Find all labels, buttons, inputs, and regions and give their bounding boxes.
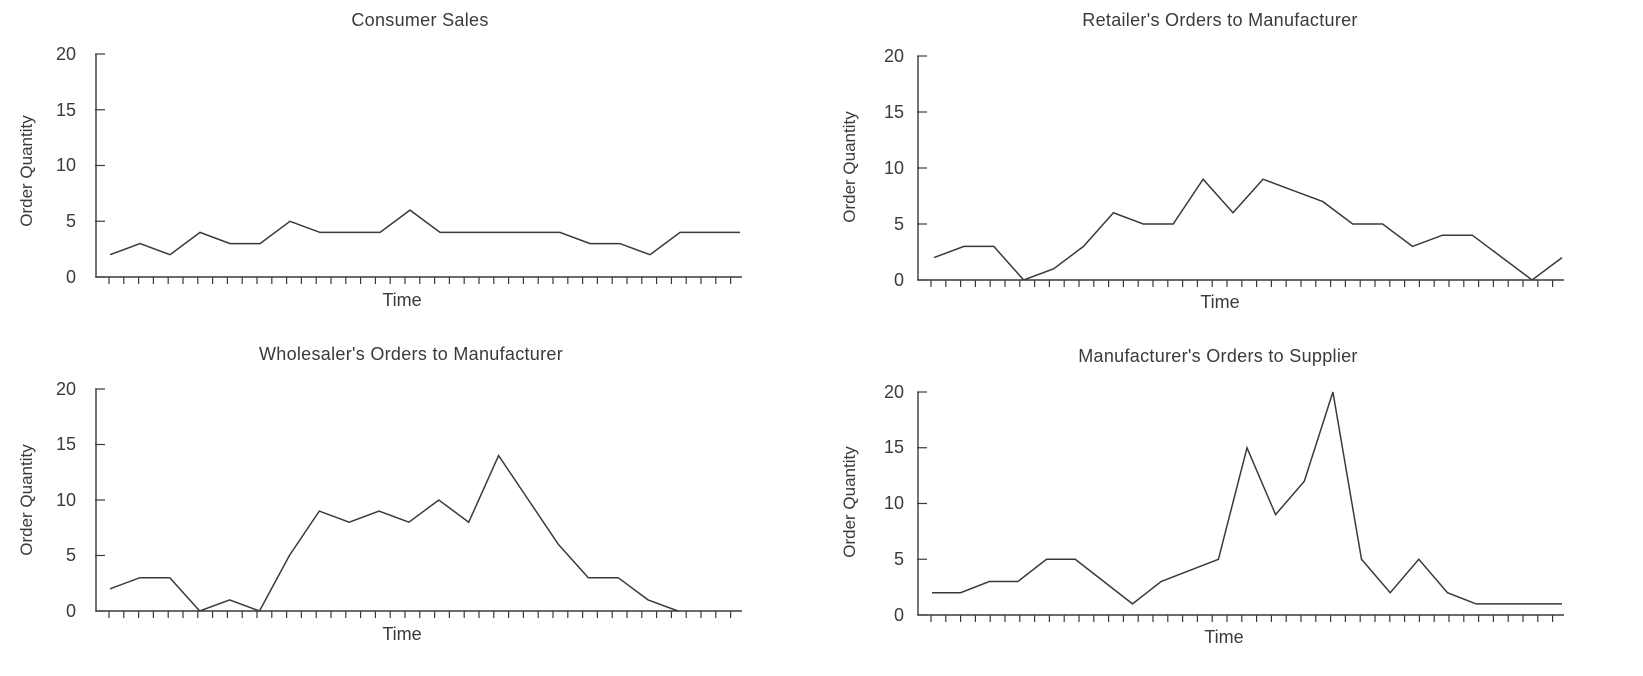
y-axis-label: Order Quantity: [840, 111, 859, 223]
y-tick-label: 5: [894, 214, 904, 234]
y-tick-labels: 0 5 10 15 20: [884, 382, 904, 625]
y-axis-label: Order Quantity: [17, 444, 36, 556]
y-tick-labels: 0 5 10 15 20: [56, 379, 76, 621]
chart-title: Manufacturer's Orders to Supplier: [1078, 346, 1357, 366]
chart-panel-consumer-sales: Consumer Sales Order Quantity Time 0 5 1…: [17, 10, 742, 310]
y-tick-label: 5: [894, 549, 904, 569]
y-tick-label: 0: [894, 605, 904, 625]
series-line: [109, 454, 679, 612]
y-tick-label: 5: [66, 211, 76, 231]
y-tick-label: 20: [884, 46, 904, 66]
plot-area: [917, 391, 1564, 622]
chart-panel-wholesaler-orders: Wholesaler's Orders to Manufacturer Orde…: [17, 344, 742, 644]
series-line: [109, 209, 740, 256]
series-line: [932, 391, 1562, 605]
chart-panel-manufacturer-orders: Manufacturer's Orders to Supplier Order …: [840, 346, 1564, 647]
y-tick-label: 10: [56, 490, 76, 510]
y-tick-labels: 0 5 10 15 20: [56, 44, 76, 287]
chart-panel-retailer-orders: Retailer's Orders to Manufacturer Order …: [840, 10, 1564, 312]
y-tick-label: 20: [56, 379, 76, 399]
plot-area: [95, 53, 742, 284]
x-axis-label: Time: [1200, 292, 1239, 312]
chart-title: Wholesaler's Orders to Manufacturer: [259, 344, 563, 364]
y-tick-label: 20: [884, 382, 904, 402]
plot-area: [95, 388, 742, 618]
y-axis-label: Order Quantity: [840, 446, 859, 558]
series-line: [933, 177, 1563, 281]
y-tick-label: 15: [56, 100, 76, 120]
y-tick-label: 15: [884, 102, 904, 122]
chart-title: Retailer's Orders to Manufacturer: [1082, 10, 1357, 30]
y-tick-label: 10: [56, 155, 76, 175]
y-tick-label: 10: [884, 158, 904, 178]
y-tick-label: 0: [894, 270, 904, 290]
y-tick-label: 0: [66, 601, 76, 621]
plot-area: [917, 55, 1564, 287]
chart-title: Consumer Sales: [351, 10, 488, 30]
y-tick-label: 15: [884, 437, 904, 457]
y-tick-label: 15: [56, 434, 76, 454]
x-axis-label: Time: [382, 624, 421, 644]
y-axis-label: Order Quantity: [17, 115, 36, 227]
x-axis-label: Time: [382, 290, 421, 310]
y-tick-labels: 0 5 10 15 20: [884, 46, 904, 290]
y-tick-label: 0: [66, 267, 76, 287]
y-tick-label: 5: [66, 545, 76, 565]
x-axis-label: Time: [1204, 627, 1243, 647]
y-tick-label: 10: [884, 493, 904, 513]
y-tick-label: 20: [56, 44, 76, 64]
